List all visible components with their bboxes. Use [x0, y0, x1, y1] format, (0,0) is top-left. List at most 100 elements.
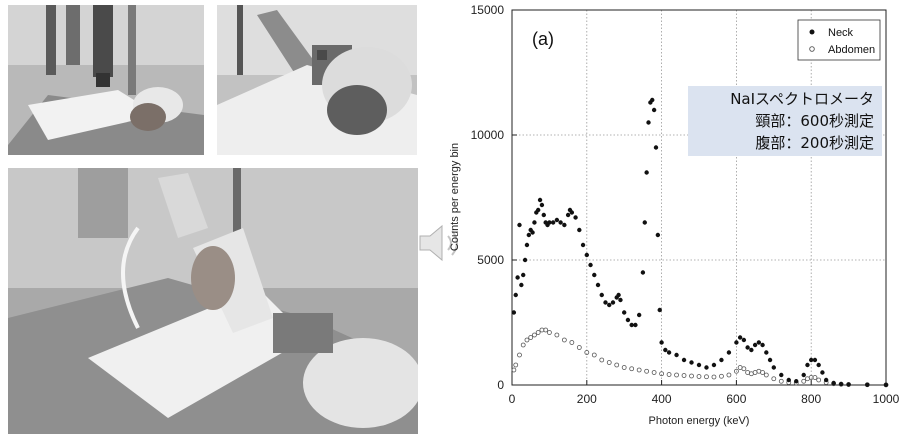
data-point-neck	[521, 272, 526, 278]
data-point-neck	[655, 232, 661, 238]
data-point-neck	[599, 292, 604, 298]
legend-label-neck: Neck	[828, 27, 854, 39]
data-point-neck	[562, 222, 567, 228]
data-point-neck	[625, 317, 631, 323]
data-point-neck	[633, 322, 638, 328]
data-point-neck	[636, 312, 642, 318]
x-tick-label: 800	[801, 392, 821, 406]
data-point-neck	[760, 342, 765, 348]
data-point-abdomen	[511, 367, 517, 373]
data-series	[511, 97, 889, 388]
data-point-abdomen	[520, 342, 526, 348]
data-point-abdomen	[704, 374, 709, 380]
data-point-abdomen	[681, 373, 687, 378]
legend: Neck Abdomen	[797, 19, 881, 61]
x-tick-label: 200	[577, 392, 597, 406]
data-point-neck	[816, 362, 821, 368]
data-point-abdomen	[569, 340, 575, 345]
y-axis-label: Counts per energy bin	[449, 143, 461, 251]
data-point-neck	[711, 362, 717, 368]
data-point-abdomen	[524, 337, 530, 343]
panel-label: (a)	[532, 29, 554, 49]
data-point-neck	[734, 340, 739, 345]
legend-marker-neck	[809, 29, 815, 35]
x-tick-label: 400	[652, 392, 672, 406]
data-point-neck	[532, 220, 537, 225]
data-point-neck	[771, 365, 776, 370]
data-point-neck	[794, 379, 799, 384]
data-point-neck	[515, 275, 520, 280]
data-point-neck	[537, 197, 543, 203]
data-point-neck	[541, 212, 546, 218]
data-point-neck	[831, 380, 836, 386]
data-point-abdomen	[599, 357, 605, 363]
data-point-abdomen	[576, 345, 582, 350]
data-point-neck	[610, 300, 616, 305]
data-point-neck	[569, 210, 575, 215]
x-tick-label: 1000	[873, 392, 900, 406]
data-point-neck	[554, 217, 560, 223]
data-point-neck	[524, 242, 530, 248]
data-point-neck	[595, 282, 601, 288]
data-point-abdomen	[554, 332, 560, 338]
data-point-neck	[517, 222, 522, 228]
data-point-neck	[704, 365, 709, 370]
data-point-neck	[812, 357, 818, 363]
data-point-neck	[846, 382, 851, 387]
data-point-abdomen	[543, 327, 549, 333]
data-point-neck	[689, 360, 694, 365]
data-point-abdomen	[816, 377, 822, 383]
data-point-abdomen	[689, 373, 694, 379]
data-point-abdomen	[535, 330, 541, 335]
data-point-abdomen	[584, 350, 590, 355]
legend-marker-abdomen	[809, 46, 815, 52]
data-point-neck	[622, 310, 627, 315]
data-point-neck	[726, 350, 732, 355]
data-point-neck	[659, 340, 664, 345]
annotation-line-abdomen-time: 腹部：200秒測定	[755, 134, 874, 152]
y-tick-label: 10000	[471, 128, 505, 142]
data-point-neck	[588, 262, 593, 268]
annotation-line-neck-time: 頸部：600秒測定	[755, 112, 874, 130]
data-point-abdomen	[733, 368, 739, 374]
speaker-icon[interactable]	[416, 218, 472, 268]
y-tick-label: 0	[497, 378, 504, 392]
data-point-neck	[674, 352, 679, 358]
data-point-abdomen	[674, 372, 679, 378]
data-point-abdomen	[513, 362, 519, 368]
data-point-neck	[580, 242, 586, 248]
data-point-abdomen	[763, 372, 769, 378]
data-point-abdomen	[606, 360, 612, 365]
data-point-neck	[642, 220, 647, 225]
data-point-abdomen	[666, 372, 672, 377]
chart-grid	[512, 10, 886, 385]
data-point-neck	[592, 272, 597, 278]
photo-detector-closeup	[217, 5, 417, 155]
data-point-abdomen	[771, 376, 777, 382]
measurement-annotation: NaIスペクトロメータ 頸部：600秒測定 腹部：200秒測定	[688, 86, 882, 156]
data-point-neck	[737, 335, 743, 340]
data-point-neck	[741, 337, 747, 343]
data-point-neck	[764, 350, 769, 355]
data-point-neck	[644, 170, 649, 175]
data-point-abdomen	[760, 370, 765, 375]
data-point-neck	[651, 107, 657, 113]
data-point-neck	[752, 342, 758, 348]
data-point-neck	[519, 282, 524, 288]
data-point-neck	[513, 292, 518, 298]
data-point-neck	[650, 97, 655, 103]
data-point-neck	[756, 340, 762, 345]
series-abdomen	[511, 327, 889, 388]
data-point-abdomen	[614, 362, 620, 368]
data-point-neck	[745, 345, 750, 350]
data-point-abdomen	[636, 367, 642, 373]
data-point-neck	[646, 120, 651, 125]
data-point-neck	[820, 370, 825, 375]
data-point-abdomen	[621, 365, 627, 370]
data-point-neck	[584, 252, 589, 258]
x-axis-label: Photon energy (keV)	[649, 415, 750, 427]
data-point-neck	[749, 347, 754, 353]
data-point-neck	[550, 220, 556, 225]
data-point-neck	[801, 372, 806, 378]
